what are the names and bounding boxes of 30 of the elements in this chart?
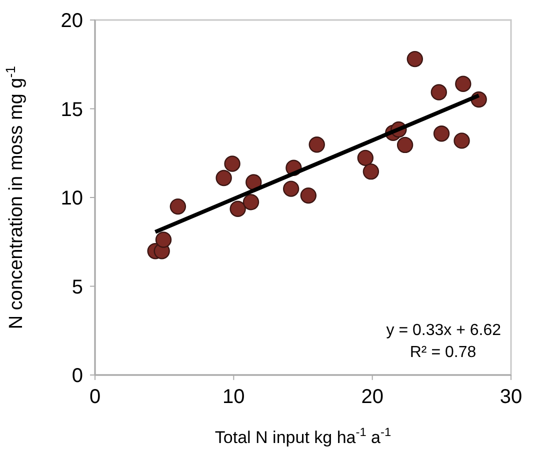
y-tick-label: 20	[60, 10, 83, 32]
y-tick-label: 5	[72, 276, 83, 298]
point	[246, 174, 262, 190]
x-axis-title: Total N input kg ha$^{-1}$ a$^{-1}$	[214, 425, 392, 447]
point	[308, 136, 325, 153]
annotation: R² = 0.78	[410, 344, 476, 361]
point	[357, 150, 374, 166]
point	[224, 156, 240, 172]
y-tick-label: 10	[60, 188, 83, 210]
annotation: y = 0.33x + 6.62	[386, 322, 502, 339]
y-tick-label: 15	[60, 98, 83, 121]
point	[216, 170, 232, 186]
point	[362, 163, 380, 180]
x-tick-label: 30	[500, 386, 522, 408]
point	[430, 84, 447, 100]
point	[406, 50, 424, 68]
point	[230, 200, 246, 217]
point	[455, 76, 472, 92]
y-tick-label: 0	[72, 365, 83, 387]
point	[242, 194, 260, 210]
point	[155, 232, 172, 248]
x-tick-label: 10	[222, 386, 245, 408]
x-tick-label: 20	[361, 386, 384, 408]
x-tick-label: 0	[89, 386, 101, 408]
point	[300, 187, 317, 204]
point	[433, 126, 450, 142]
point	[170, 198, 186, 215]
point	[396, 136, 414, 154]
point	[282, 180, 300, 197]
point	[454, 132, 470, 149]
